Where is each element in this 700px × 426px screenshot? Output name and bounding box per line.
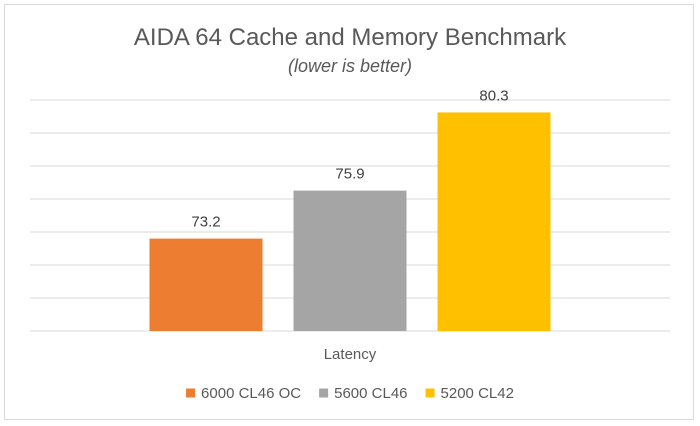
category-axis: Latency [324, 346, 377, 363]
legend-item-3: 5200 CL42 [425, 385, 514, 402]
data-labels: 73.2 75.9 80.3 [191, 87, 508, 230]
legend: 6000 CL46 OC 5600 CL46 5200 CL42 [186, 385, 514, 402]
legend-swatch [319, 388, 329, 398]
bars [149, 112, 551, 331]
legend-item-2: 5600 CL46 [319, 385, 408, 402]
legend-label: 5200 CL42 [441, 385, 514, 402]
bar-3 [437, 112, 551, 331]
category-label: Latency [324, 346, 377, 363]
legend-swatch [425, 388, 435, 398]
legend-item-1: 6000 CL46 OC [186, 385, 301, 402]
data-label-3: 80.3 [479, 87, 508, 104]
data-label-1: 73.2 [191, 214, 220, 231]
bar-1 [149, 238, 263, 331]
data-label-2: 75.9 [335, 166, 364, 183]
legend-label: 5600 CL46 [334, 385, 407, 402]
chart-subtitle: (lower is better) [287, 56, 413, 76]
chart-title: AIDA 64 Cache and Memory Benchmark [133, 24, 567, 51]
legend-label: 6000 CL46 OC [201, 385, 301, 402]
bar-2 [293, 190, 407, 331]
legend-swatch [186, 388, 196, 398]
